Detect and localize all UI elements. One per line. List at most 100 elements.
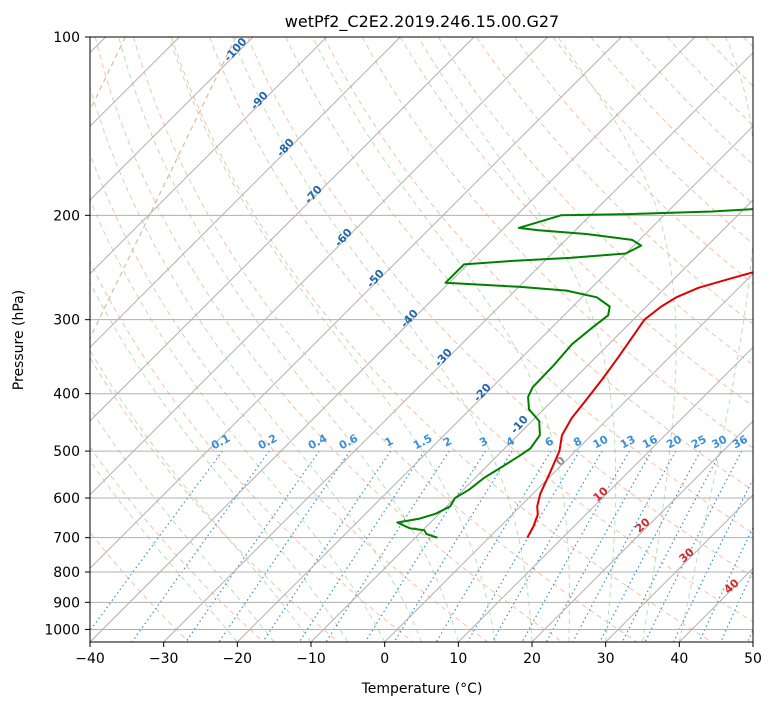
x-tick-label: 50: [744, 651, 762, 667]
mixing-ratio-label: 25: [689, 433, 709, 452]
dry-adiabat-line: [743, 37, 753, 48]
dry-adiabat-line: [247, 37, 753, 578]
x-tick-label: −20: [223, 651, 253, 667]
isotherm-line: [90, 37, 549, 496]
isotherm-line: [457, 346, 753, 642]
mixing-ratio-label: 30: [710, 433, 730, 452]
mixing-ratio-line: [131, 450, 270, 642]
mixing-ratio-line: [599, 450, 702, 642]
mixing-ratio-line: [435, 450, 552, 642]
isotherm-line: [531, 420, 753, 642]
moist-adiabat-label: -90: [248, 89, 271, 113]
mixing-ratio-label: 8: [571, 434, 584, 449]
dry-adiabat-line: [94, 37, 563, 642]
dry-adiabat-line: [90, 356, 339, 642]
moist-adiabat-line: [557, 37, 677, 642]
x-tick-label: 40: [670, 651, 688, 667]
x-axis-title: Temperature (°C): [361, 681, 483, 697]
moist-adiabat-line: [417, 37, 617, 642]
dry-adiabat-label: 40: [722, 576, 742, 596]
y-tick-label: 600: [53, 491, 80, 507]
y-axis-title: Pressure (hPa): [11, 290, 27, 390]
isotherm-line: [752, 641, 753, 642]
moist-adiabat-line: [168, 37, 496, 642]
moist-adiabat-line: [118, 37, 459, 642]
dry-adiabat-line: [90, 446, 264, 642]
mixing-ratio-label: 20: [664, 433, 684, 452]
mixing-ratio-line: [298, 450, 425, 642]
isotherm-line: [90, 37, 401, 349]
background-lines: [90, 37, 753, 642]
y-tick-label: 300: [53, 313, 80, 329]
isotherm-line: [90, 37, 328, 275]
mixing-ratio-label: 0.4: [306, 432, 330, 453]
moist-adiabat-label: -70: [302, 183, 325, 207]
moist-adiabat-label: -40: [398, 307, 421, 331]
isotherm-line: [90, 37, 475, 422]
moist-adiabat-line: [90, 198, 386, 642]
isotherm-line: [90, 37, 622, 570]
temperature-profile-line: [526, 271, 753, 539]
moist-adiabat-line: [90, 281, 349, 642]
dewpoint-profile-line: [396, 208, 753, 539]
x-tick-label: 20: [523, 651, 541, 667]
isotherm-line: [163, 51, 753, 642]
mixing-ratio-label: 10: [591, 433, 611, 452]
mixing-ratio-label: 36: [730, 433, 750, 452]
dry-adiabat-label: 10: [591, 484, 611, 504]
moist-adiabat-line: [90, 459, 238, 642]
isotherm-line: [310, 199, 753, 642]
isotherm-line: [90, 37, 254, 201]
mixing-ratio-label: 1: [383, 434, 396, 449]
mixing-ratio-line: [672, 478, 753, 642]
isotherm-line: [678, 567, 753, 642]
moist-adiabat-line: [231, 37, 533, 642]
y-tick-label: 400: [53, 387, 80, 403]
mixing-ratio-line: [364, 450, 486, 642]
isotherm-line: [90, 37, 696, 642]
x-tick-label: −40: [75, 651, 105, 667]
reference-curve-line: [90, 37, 237, 340]
dry-adiabat-line: [90, 531, 190, 642]
dry-adiabat-line: [90, 260, 414, 642]
mixing-ratio-line: [621, 450, 722, 642]
isotherm-line: [605, 493, 753, 642]
dry-adiabat-line: [476, 37, 753, 325]
y-tick-label: 100: [53, 30, 80, 46]
x-axis-ticks: −40 −30 −20 −10 0 10 20 30 40 50: [75, 642, 762, 667]
moist-adiabat-line: [90, 349, 312, 642]
mixing-ratio-label: 0.1: [209, 432, 232, 453]
x-tick-label: −10: [296, 651, 326, 667]
moist-adiabat-line: [90, 407, 275, 642]
mixing-ratio-label: 13: [618, 433, 638, 452]
mixing-ratio-line: [218, 450, 351, 642]
dry-adiabat-line: [399, 37, 753, 407]
x-tick-label: 30: [597, 651, 615, 667]
mixing-ratio-line: [466, 450, 580, 642]
dry-adiabat-line: [132, 37, 638, 642]
y-tick-label: 500: [53, 444, 80, 460]
mixing-ratio-line: [720, 569, 753, 642]
isotherm-line: [384, 272, 753, 642]
y-tick-label: 800: [53, 565, 80, 581]
dry-adiabat-line: [171, 37, 712, 642]
x-tick-label: 0: [380, 651, 389, 667]
moist-adiabat-line: [312, 37, 570, 642]
x-tick-label: 10: [449, 651, 467, 667]
dry-adiabat-label: 30: [677, 545, 697, 565]
mixing-ratio-line: [698, 526, 753, 642]
y-tick-label: 200: [53, 208, 80, 224]
dry-adiabat-line: [552, 37, 753, 245]
mixing-ratio-label: 16: [640, 433, 660, 452]
mixing-ratio-line: [521, 450, 631, 642]
mixing-ratio-line: [325, 450, 450, 642]
dry-adiabat-line: [514, 37, 753, 285]
background-line-labels: 0.1 0.2 0.4 0.6 1 1.5 2 3 4 6 8 10 13 16 20 25 30 36-100-…: [209, 35, 750, 597]
y-axis-ticks: 100 200 300 400 500 600 700 800 900 1000: [44, 30, 90, 638]
y-tick-label: 1000: [44, 622, 80, 638]
moist-adiabat-label: -60: [332, 226, 355, 250]
dry-adiabat-line: [437, 37, 753, 366]
mixing-ratio-line: [262, 450, 392, 642]
moist-adiabat-label: -100: [221, 35, 249, 64]
